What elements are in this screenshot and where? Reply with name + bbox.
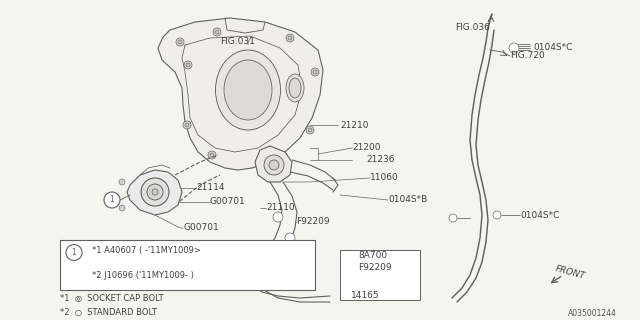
Bar bbox=[60, 240, 315, 290]
Text: 0104S*B: 0104S*B bbox=[388, 196, 428, 204]
Bar bbox=[340, 250, 420, 300]
Text: 14165: 14165 bbox=[351, 291, 380, 300]
Text: FRONT: FRONT bbox=[554, 265, 586, 281]
Text: A035001244: A035001244 bbox=[568, 309, 617, 318]
Text: 21236: 21236 bbox=[366, 156, 394, 164]
Circle shape bbox=[176, 38, 184, 46]
Circle shape bbox=[273, 212, 283, 222]
Text: 1: 1 bbox=[109, 196, 115, 204]
Circle shape bbox=[263, 156, 267, 160]
Circle shape bbox=[449, 214, 457, 222]
Circle shape bbox=[208, 151, 216, 159]
Text: F92209: F92209 bbox=[296, 218, 330, 227]
Polygon shape bbox=[255, 146, 292, 182]
Circle shape bbox=[147, 184, 163, 200]
Text: 8A700: 8A700 bbox=[358, 251, 387, 260]
Circle shape bbox=[66, 244, 82, 260]
Circle shape bbox=[210, 153, 214, 157]
Text: F92209: F92209 bbox=[358, 263, 392, 273]
Text: 21110: 21110 bbox=[266, 204, 294, 212]
Text: G00701: G00701 bbox=[183, 223, 219, 233]
Circle shape bbox=[141, 178, 169, 206]
Circle shape bbox=[261, 154, 269, 162]
Text: 0104S*C: 0104S*C bbox=[520, 211, 559, 220]
Text: FIG.720: FIG.720 bbox=[510, 51, 545, 60]
Circle shape bbox=[308, 128, 312, 132]
Circle shape bbox=[285, 233, 295, 243]
Text: 0104S*C: 0104S*C bbox=[533, 43, 572, 52]
Circle shape bbox=[119, 205, 125, 211]
Circle shape bbox=[119, 179, 125, 185]
Circle shape bbox=[311, 68, 319, 76]
Circle shape bbox=[185, 123, 189, 127]
Circle shape bbox=[288, 36, 292, 40]
Text: *1  ◎  SOCKET CAP BOLT: *1 ◎ SOCKET CAP BOLT bbox=[60, 293, 164, 302]
Circle shape bbox=[183, 121, 191, 129]
Circle shape bbox=[184, 61, 192, 69]
Circle shape bbox=[286, 34, 294, 42]
Text: G00701: G00701 bbox=[210, 197, 246, 206]
Text: FIG.031: FIG.031 bbox=[220, 37, 255, 46]
Ellipse shape bbox=[224, 60, 272, 120]
Text: 21200: 21200 bbox=[352, 143, 381, 153]
Polygon shape bbox=[127, 170, 182, 215]
Ellipse shape bbox=[289, 78, 301, 98]
Circle shape bbox=[186, 63, 190, 67]
Circle shape bbox=[104, 192, 120, 208]
Ellipse shape bbox=[286, 74, 304, 102]
Circle shape bbox=[306, 126, 314, 134]
Text: *2  ○  STANDARD BOLT: *2 ○ STANDARD BOLT bbox=[60, 308, 157, 316]
Circle shape bbox=[264, 155, 284, 175]
Circle shape bbox=[493, 211, 501, 219]
Ellipse shape bbox=[216, 50, 280, 130]
Polygon shape bbox=[158, 18, 323, 170]
Circle shape bbox=[215, 30, 219, 34]
Text: FIG.036: FIG.036 bbox=[455, 23, 490, 33]
Circle shape bbox=[152, 189, 158, 195]
Text: 21210: 21210 bbox=[340, 121, 369, 130]
Text: 21114: 21114 bbox=[196, 183, 225, 193]
Circle shape bbox=[178, 40, 182, 44]
Text: 11060: 11060 bbox=[370, 173, 399, 182]
Circle shape bbox=[313, 70, 317, 74]
Circle shape bbox=[509, 43, 519, 53]
Circle shape bbox=[269, 160, 279, 170]
Text: *2 J10696 ('11MY1009- ): *2 J10696 ('11MY1009- ) bbox=[92, 270, 194, 279]
Text: 1: 1 bbox=[72, 248, 76, 257]
Circle shape bbox=[213, 28, 221, 36]
Text: *1 A40607 ( -'11MY1009>: *1 A40607 ( -'11MY1009> bbox=[92, 245, 201, 254]
